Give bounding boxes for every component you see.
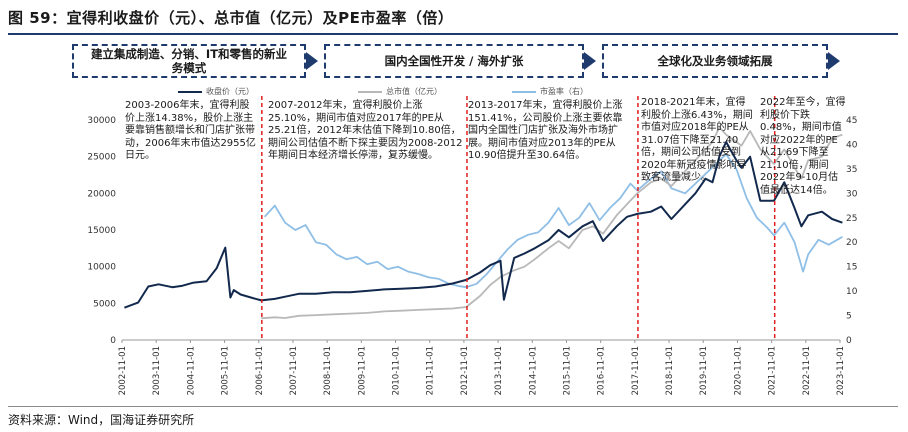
x-tick-label: 2018-11-01 (665, 346, 675, 395)
annotation-2022-now: 2022年至今，宜得利股价下跌0.48%，期间市值对应2022年的PE从21.6… (760, 97, 846, 196)
x-tick-label: 2017-11-01 (631, 346, 641, 395)
phase-banner-1: 建立集成制造、分销、IT和零售的新业务模式 (72, 44, 318, 78)
x-tick-label: 2015-11-01 (562, 346, 572, 395)
x-tick-label: 2011-11-01 (426, 346, 436, 395)
x-tick-label: 2003-11-01 (152, 346, 162, 395)
y-right-tick-label: 35 (846, 165, 857, 175)
legend-swatch-pe (512, 90, 536, 93)
x-tick-label: 2014-11-01 (528, 346, 538, 395)
x-tick-label: 2020-11-01 (733, 346, 743, 395)
y-right-tick-label: 15 (846, 263, 857, 273)
y-left-tick-label: 30000 (87, 116, 116, 126)
title-rule (8, 33, 898, 35)
y-left-tick-label: 25000 (87, 153, 116, 163)
annotation-2013-2017: 2013-2017年末，宜得利股价上涨151.41%，公司股价上涨主要依靠国内全… (468, 100, 623, 161)
legend-item-pe: 市盈率（右） (512, 86, 588, 97)
legend-swatch-mktcap (358, 90, 382, 93)
phase-banner-3: 全球化及业务领域拓展 (602, 44, 840, 78)
legend-label-price: 收盘价（元） (206, 87, 254, 96)
x-tick-label: 2022-11-01 (802, 346, 812, 395)
y-left-tick-label: 0 (110, 336, 116, 346)
legend-label-mktcap: 总市值（亿元） (386, 87, 442, 96)
x-tick-label: 2021-11-01 (768, 346, 778, 395)
x-tick-label: 2006-11-01 (255, 346, 265, 395)
y-right-tick-label: 10 (846, 287, 858, 297)
source-note: 资料来源：Wind，国海证券研究所 (8, 413, 195, 427)
x-tick-label: 2004-11-01 (186, 346, 196, 395)
y-right-tick-label: 30 (846, 189, 858, 199)
phase-label-1: 建立集成制造、分销、IT和零售的新业务模式 (90, 47, 288, 75)
figure-title: 图 59：宜得利收盘价（元）、总市值（亿元）及PE市盈率（倍） (8, 9, 454, 27)
x-tick-label: 2002-11-01 (118, 346, 128, 395)
y-right-tick-label: 40 (846, 140, 858, 150)
legend-swatch-price (178, 90, 202, 93)
legend-item-price: 收盘价（元） (178, 86, 254, 97)
x-tick-label: 2009-11-01 (357, 346, 367, 395)
series-line-pe (263, 153, 843, 289)
y-right-tick-label: 0 (846, 336, 852, 346)
x-tick-label: 2016-11-01 (597, 346, 607, 395)
y-left-tick-label: 20000 (87, 189, 116, 199)
y-right-tick-label: 25 (846, 214, 857, 224)
series-line-close-price (124, 141, 843, 309)
phase-arrow-icon (828, 52, 840, 70)
legend-item-mktcap: 总市值（亿元） (358, 86, 442, 97)
x-tick-label: 2023-11-01 (836, 346, 846, 395)
phase-label-3: 全球化及业务领域拓展 (657, 54, 773, 68)
phase-arrow-icon (306, 52, 318, 70)
annotation-2003-2006: 2003-2006年末，宜得利股价上涨14.38%，股价上涨主要靠销售额增长和门… (125, 100, 256, 161)
x-tick-label: 2008-11-01 (323, 346, 333, 395)
x-tick-label: 2010-11-01 (392, 346, 402, 395)
x-tick-label: 2005-11-01 (221, 346, 231, 395)
y-right-tick-label: 20 (846, 238, 858, 248)
y-left-tick-label: 5000 (93, 299, 116, 309)
legend-label-pe: 市盈率（右） (540, 87, 588, 96)
bottom-rule (8, 406, 898, 407)
x-tick-label: 2013-11-01 (494, 346, 504, 395)
annotation-2018-2021: 2018-2021年末，宜得利股价上涨6.43%，期间市值对应2018年的PE从… (641, 97, 753, 183)
x-tick-label: 2007-11-01 (289, 346, 299, 395)
y-left-tick-label: 10000 (87, 263, 116, 273)
phase-label-2: 国内全国性开发 / 海外扩张 (384, 54, 524, 68)
y-left-tick-label: 15000 (87, 226, 116, 236)
y-right-tick-label: 45 (846, 116, 857, 126)
phase-banner-2: 国内全国性开发 / 海外扩张 (324, 44, 596, 78)
x-tick-label: 2019-11-01 (699, 346, 709, 395)
annotation-2007-2012: 2007-2012年末，宜得利股价上涨25.10%，期间市值对应2017年的PE… (268, 100, 463, 161)
phase-arrow-icon (584, 52, 596, 70)
x-tick-label: 2012-11-01 (460, 346, 470, 395)
y-right-tick-label: 5 (846, 312, 852, 322)
